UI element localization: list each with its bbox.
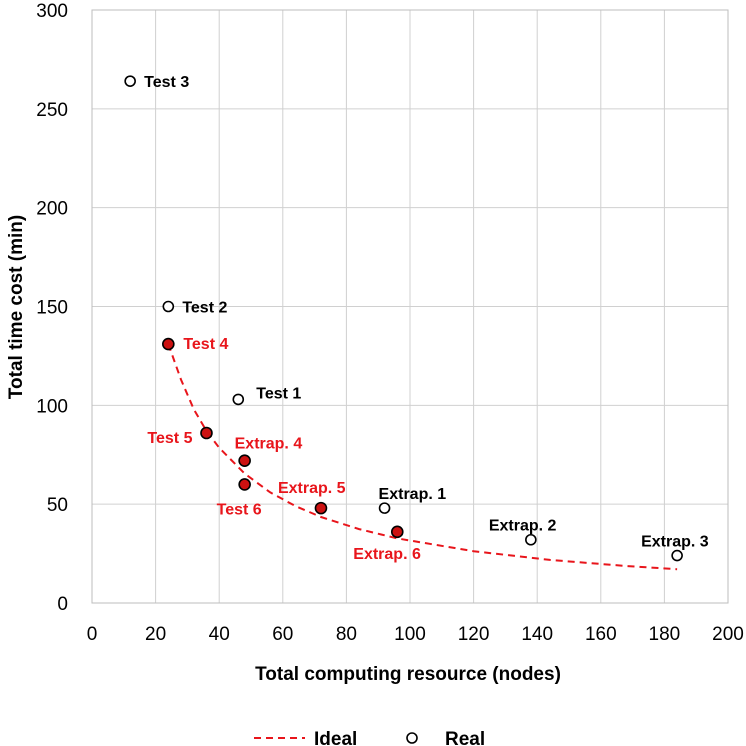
y-axis-title: Total time cost (min)	[6, 215, 27, 399]
legend-real-swatch	[406, 732, 418, 744]
points-layer: Test 3 Test 2 Test 1 Extrap. 1 Extrap. 2 Extr…	[124, 74, 709, 563]
y-tick-label: 150	[36, 298, 68, 319]
x-tick-label: 140	[521, 624, 553, 645]
point-label: Test 5	[147, 430, 192, 447]
open-data-point	[162, 300, 175, 313]
point-label: Extrap. 1	[379, 486, 447, 503]
point-label: Test 4	[183, 336, 228, 353]
legend-real-label: Real	[445, 729, 485, 746]
x-tick-label: 200	[712, 624, 744, 645]
filled-data-point	[162, 337, 175, 351]
open-data-point	[232, 393, 245, 406]
y-tick-label: 250	[36, 100, 68, 121]
filled-data-point	[200, 426, 213, 440]
point-label: Extrap. 6	[353, 546, 421, 563]
x-tick-label: 20	[145, 624, 166, 645]
y-tick-label: 100	[36, 396, 68, 417]
ideal-series-layer	[167, 343, 678, 571]
filled-data-point	[238, 454, 251, 467]
x-tick-labels: 0 20 40 60 80 100 120 140 160 180 200	[87, 624, 744, 645]
point-label: Extrap. 5	[278, 480, 346, 497]
open-data-point	[671, 549, 683, 562]
point-label: Extrap. 4	[235, 436, 303, 453]
x-tick-label: 0	[87, 624, 98, 645]
x-tick-label: 40	[209, 624, 230, 645]
legend-ideal-label: Ideal	[314, 729, 357, 746]
y-tick-label: 300	[36, 1, 68, 22]
x-tick-label: 80	[336, 624, 357, 645]
y-tick-label: 200	[36, 199, 68, 220]
y-tick-label: 50	[47, 495, 68, 516]
point-label: Test 3	[144, 74, 189, 91]
plot-area-border	[91, 9, 729, 604]
filled-data-point	[238, 478, 251, 491]
point-label: Extrap. 3	[641, 534, 709, 551]
point-label: Test 2	[182, 300, 227, 317]
x-tick-label: 100	[394, 624, 426, 645]
x-tick-label: 60	[272, 624, 293, 645]
grid-lines	[91, 9, 729, 604]
x-tick-label: 120	[458, 624, 490, 645]
x-tick-label: 180	[649, 624, 681, 645]
open-data-point	[124, 75, 136, 87]
open-data-point	[525, 533, 537, 546]
y-tick-labels: 0 50 100 150 200 250 300	[36, 1, 68, 615]
point-label: Extrap. 2	[489, 518, 557, 535]
filled-data-point	[314, 501, 328, 515]
legend: Ideal Real	[254, 729, 485, 746]
point-label: Test 6	[217, 501, 262, 518]
y-tick-label: 0	[57, 594, 68, 615]
ideal-curve	[167, 343, 678, 571]
open-data-point	[378, 502, 391, 514]
x-axis-title: Total computing resource (nodes)	[255, 664, 561, 685]
x-tick-label: 160	[585, 624, 617, 645]
filled-data-point	[390, 525, 404, 539]
point-label: Test 1	[256, 385, 301, 402]
